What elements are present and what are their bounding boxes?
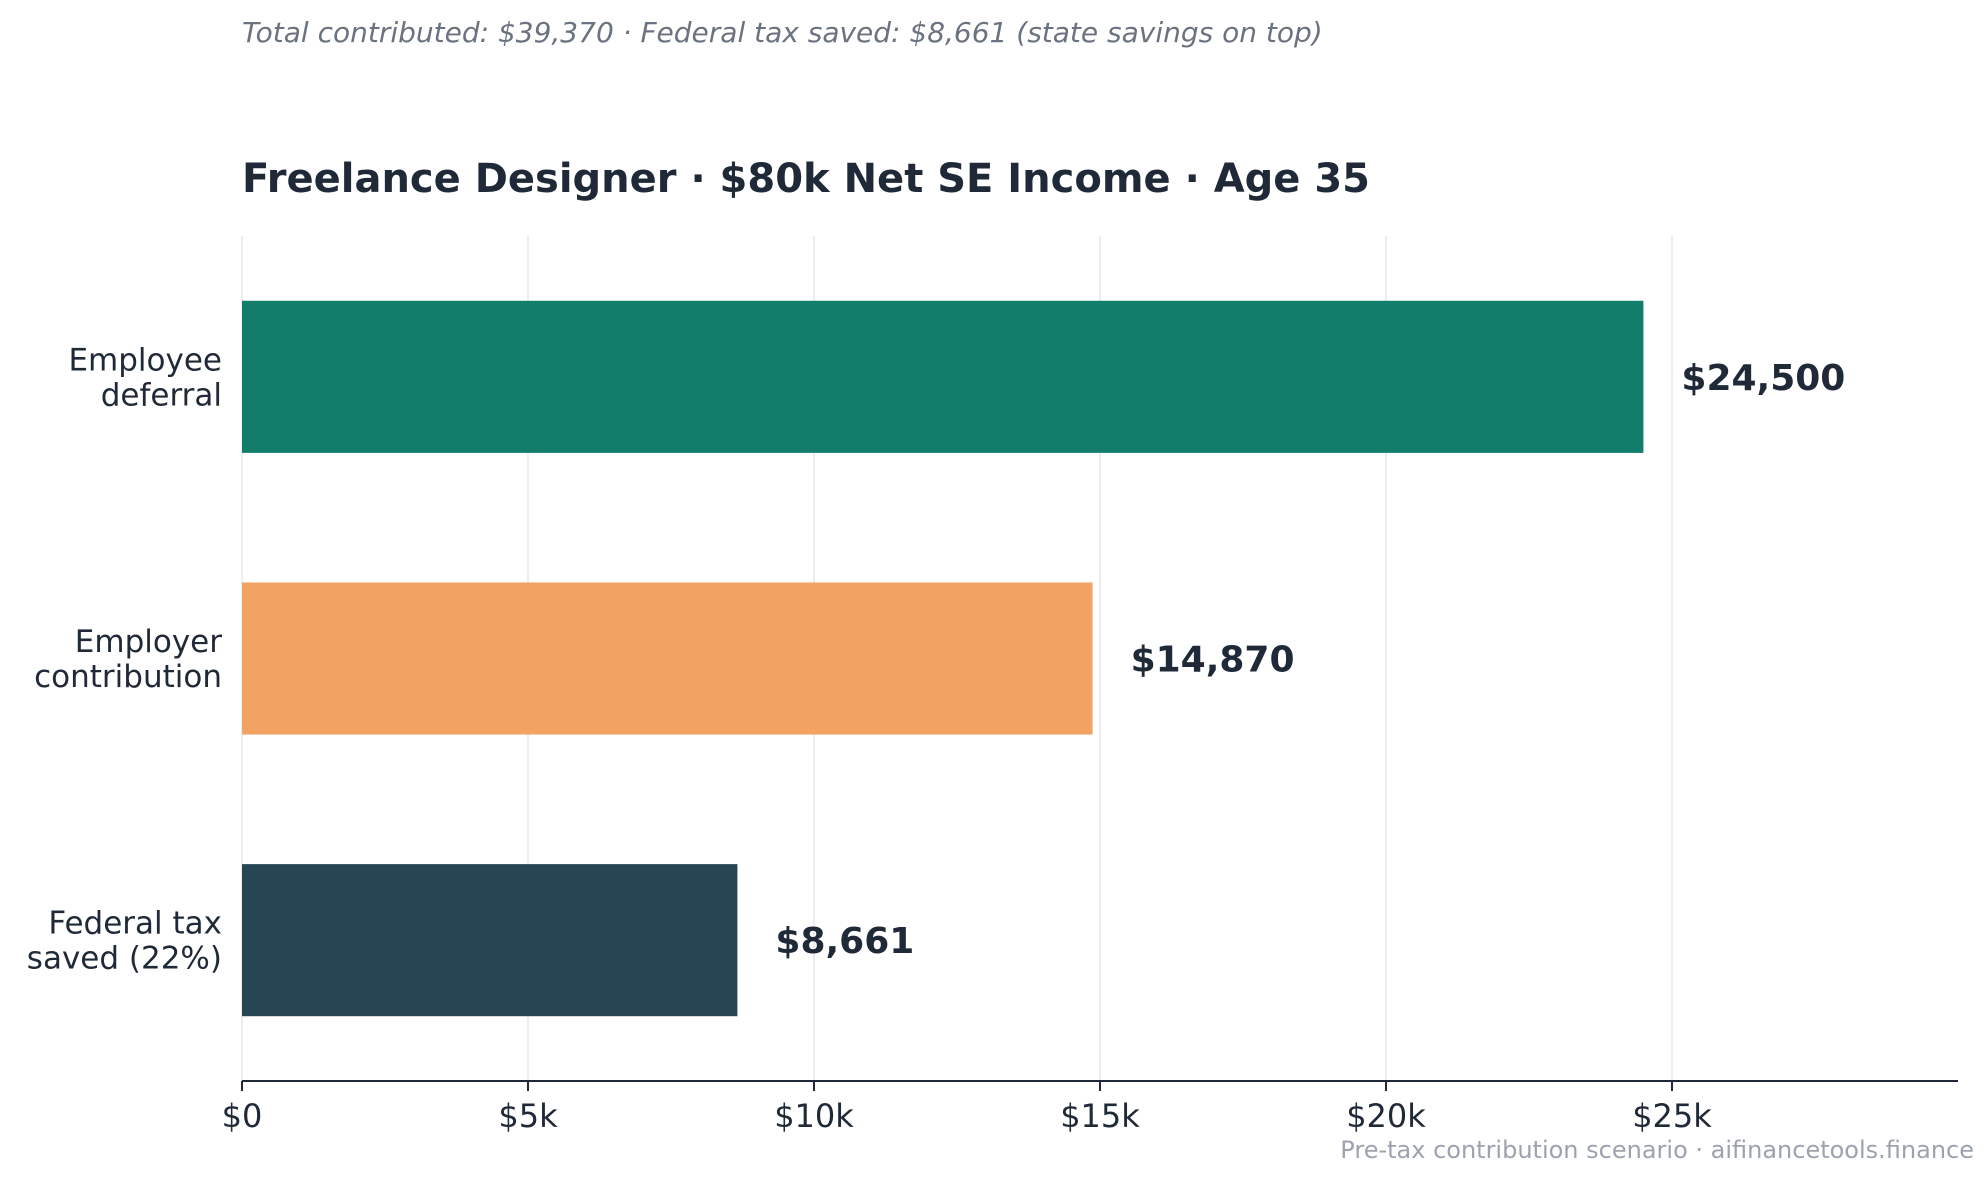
x-tick-label: $25k — [1632, 1097, 1712, 1135]
category-label: Employer — [75, 624, 222, 660]
x-tick-label: $10k — [774, 1097, 854, 1135]
x-tick-label: $0 — [222, 1097, 263, 1135]
x-tick-label: $5k — [498, 1097, 558, 1135]
category-label: saved (22%) — [27, 941, 222, 977]
category-label: Federal tax — [48, 906, 222, 942]
category-label: deferral — [101, 377, 222, 413]
category-label: contribution — [34, 659, 222, 695]
chart-title: Freelance Designer · $80k Net SE Income … — [242, 156, 1370, 202]
x-tick-label: $20k — [1346, 1097, 1426, 1135]
x-axis-ticks: $0 $5k $10k $15k $20k $25k — [222, 1081, 1712, 1135]
value-labels: $24,500 $14,870 $8,661 — [775, 358, 1845, 962]
category-label: Employee — [68, 342, 222, 378]
bars — [242, 300, 1644, 1017]
bar-value-label: $14,870 — [1131, 640, 1295, 681]
bar — [242, 864, 738, 1017]
bar — [242, 300, 1644, 453]
x-tick-label: $15k — [1060, 1097, 1140, 1135]
bar — [242, 582, 1093, 735]
chart-footer: Pre-tax contribution scenario · aifinanc… — [1340, 1136, 1974, 1164]
chart-subtitle: Total contributed: $39,370 · Federal tax… — [242, 16, 1323, 49]
bar-value-label: $8,661 — [775, 921, 914, 962]
bar-value-label: $24,500 — [1681, 358, 1845, 399]
